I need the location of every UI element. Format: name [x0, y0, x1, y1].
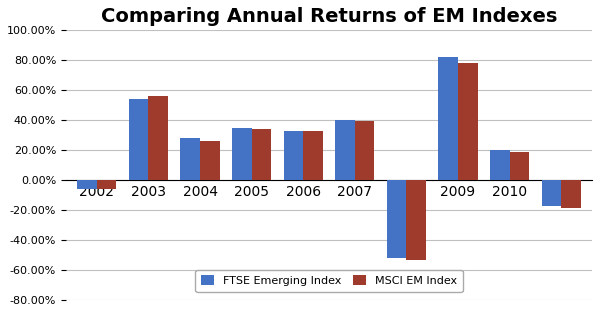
Bar — [387, 180, 406, 258]
Bar — [283, 131, 303, 180]
Bar — [200, 141, 220, 180]
Bar — [490, 150, 510, 180]
Bar — [180, 138, 200, 180]
Bar — [458, 63, 477, 180]
Bar — [438, 57, 458, 180]
Bar — [335, 120, 355, 180]
Bar — [541, 180, 561, 206]
Bar — [303, 131, 323, 180]
Bar — [129, 99, 149, 180]
Bar — [355, 121, 374, 180]
Bar — [510, 152, 529, 180]
Bar — [77, 180, 97, 189]
Bar — [406, 180, 426, 260]
Title: Comparing Annual Returns of EM Indexes: Comparing Annual Returns of EM Indexes — [101, 7, 557, 26]
Bar — [561, 180, 580, 208]
Bar — [149, 96, 168, 180]
Legend: FTSE Emerging Index, MSCI EM Index: FTSE Emerging Index, MSCI EM Index — [195, 270, 462, 292]
Bar — [97, 180, 116, 189]
Bar — [252, 129, 271, 180]
Bar — [232, 128, 252, 180]
